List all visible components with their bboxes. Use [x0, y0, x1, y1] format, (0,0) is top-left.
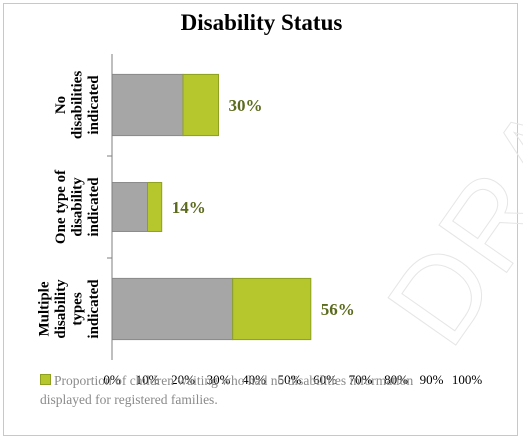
x-tick-label-5: 50% — [278, 372, 302, 387]
x-tick-label-3: 30% — [207, 372, 231, 387]
bar-gray-1 — [111, 182, 148, 232]
x-tick-label-6: 60% — [313, 372, 337, 387]
x-tick-label-10: 100% — [452, 372, 483, 387]
data-label-2: 56% — [321, 300, 355, 319]
legend-entry-line-2: displayed for registered families. — [40, 390, 510, 409]
x-tick-label-2: 20% — [171, 372, 195, 387]
legend-entry-line-1: Proportion of children waiting who had n… — [40, 371, 510, 390]
bar-green-1 — [147, 182, 163, 232]
x-tick-label-7: 70% — [349, 372, 373, 387]
chart-frame — [3, 3, 518, 436]
x-tick-label-9: 90% — [420, 372, 444, 387]
legend-text-2: displayed for registered families. — [40, 392, 218, 407]
data-label-1: 14% — [172, 198, 206, 217]
bar-green-0 — [182, 73, 219, 137]
chart-title: Disability Status — [180, 10, 343, 35]
x-tick-label-0: 0% — [103, 372, 121, 387]
category-label-0: Nodisabilitiesindicated — [53, 71, 102, 140]
legend: Proportion of children waiting who had n… — [40, 371, 510, 409]
x-tick-label-4: 40% — [242, 372, 266, 387]
bar-gray-0 — [111, 73, 184, 137]
category-label-2: Multipledisabilitytypesindicated — [37, 279, 103, 339]
bar-green-2 — [232, 277, 312, 341]
legend-text-1: Proportion of children waiting who had n… — [54, 373, 414, 388]
x-tick-label-1: 10% — [136, 372, 160, 387]
category-label-1: One type ofdisabilityindicated — [53, 169, 102, 244]
x-tick-label-8: 80% — [384, 372, 408, 387]
legend-swatch — [40, 374, 51, 385]
data-label-0: 30% — [229, 96, 263, 115]
bar-gray-2 — [111, 277, 234, 341]
